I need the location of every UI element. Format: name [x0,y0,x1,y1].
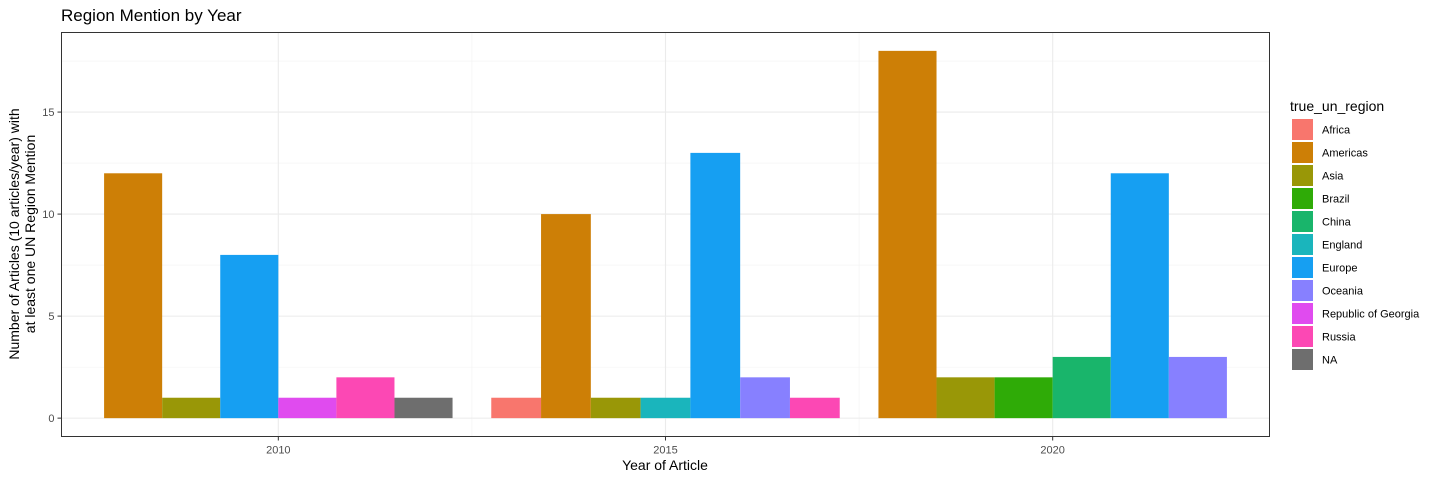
bar-2020-brazil [994,377,1053,419]
bar-2015-oceania [740,377,790,419]
bar-2015-russia [789,397,840,419]
bar-2010-na [394,397,453,419]
legend-swatch-republic-of-georgia [1292,303,1313,324]
bar-2010-republic-of-georgia [278,397,337,419]
legend-label-europe: Europe [1322,263,1357,275]
legend-title: true_un_region [1290,98,1384,114]
y-tick-label: 0 [48,413,54,425]
legend-swatch-americas [1292,142,1313,163]
legend-label-russia: Russia [1322,332,1357,344]
bar-2015-asia [590,397,641,419]
legend-label-africa: Africa [1322,125,1351,137]
legend-swatch-russia [1292,326,1313,347]
y-axis: 0 5 10 15 [42,107,62,425]
y-axis-title-line-2: at least one UN Region Mention [22,135,38,333]
legend-swatch-brazil [1292,188,1313,209]
legend-swatch-asia [1292,165,1313,186]
legend-swatch-na [1292,349,1313,370]
x-tick-label: 2015 [653,445,677,457]
bar-2020-asia [936,377,995,419]
bar-2010-russia [336,377,395,419]
x-tick-label: 2020 [1040,445,1064,457]
legend-swatch-china [1292,211,1313,232]
y-tick-label: 5 [48,311,54,323]
legend-label-na: NA [1322,355,1338,367]
bar-2015-europe [690,152,741,419]
chart-title: Region Mention by Year [61,6,242,25]
y-tick-label: 15 [42,107,54,119]
bars [104,50,1227,419]
x-axis: 2010 2015 2020 [266,436,1065,457]
x-axis-title: Year of Article [622,457,708,473]
legend-label-asia: Asia [1322,171,1344,183]
legend-swatch-england [1292,234,1313,255]
bar-2010-asia [162,397,221,419]
bar-2020-americas [878,50,937,419]
bar-2010-americas [104,173,163,419]
legend-swatch-europe [1292,257,1313,278]
bar-2015-americas [541,214,591,419]
legend-label-england: England [1322,240,1362,252]
y-axis-title-line-1: Number of Articles (10 articles/year) wi… [6,108,22,359]
legend-label-china: China [1322,217,1352,229]
bar-2020-china [1052,356,1111,419]
legend: true_un_region Africa Americas Asia Brazil C… [1290,98,1420,370]
legend-label-americas: Americas [1322,148,1368,160]
legend-label-republic-of-georgia: Republic of Georgia [1322,309,1420,321]
bar-2020-europe [1110,173,1169,419]
legend-swatch-oceania [1292,280,1313,301]
bar-2015-england [640,397,691,419]
bar-2020-oceania [1168,356,1227,419]
bar-2010-europe [220,254,279,419]
x-tick-label: 2010 [266,445,290,457]
y-tick-label: 10 [42,209,54,221]
legend-swatch-africa [1292,119,1313,140]
legend-label-brazil: Brazil [1322,194,1350,206]
legend-label-oceania: Oceania [1322,286,1364,298]
bar-2015-africa [491,397,542,419]
